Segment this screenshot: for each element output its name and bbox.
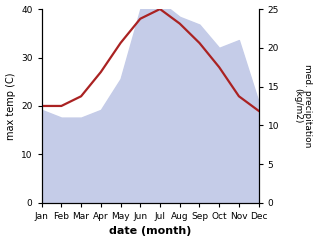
Y-axis label: max temp (C): max temp (C) [5, 72, 16, 140]
X-axis label: date (month): date (month) [109, 227, 191, 236]
Y-axis label: med. precipitation
(kg/m2): med. precipitation (kg/m2) [293, 64, 313, 148]
